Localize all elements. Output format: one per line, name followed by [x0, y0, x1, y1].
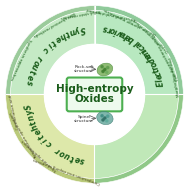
Text: t: t	[49, 37, 57, 46]
Text: h: h	[145, 53, 156, 63]
Text: Morphology control: Morphology control	[169, 57, 181, 97]
Circle shape	[107, 115, 109, 117]
Text: i: i	[45, 41, 53, 49]
Text: r: r	[151, 63, 160, 70]
Text: c: c	[147, 57, 157, 65]
Text: r: r	[106, 24, 112, 34]
Circle shape	[107, 67, 109, 69]
Text: y: y	[25, 108, 35, 115]
Text: e: e	[124, 31, 133, 42]
Text: High-entropy: High-entropy	[56, 84, 133, 94]
Text: e: e	[33, 127, 44, 136]
Text: t: t	[37, 132, 46, 140]
Text: s: s	[103, 23, 108, 33]
Text: S: S	[79, 24, 86, 33]
Text: u: u	[63, 150, 71, 161]
Text: u: u	[28, 63, 39, 71]
Text: r: r	[34, 53, 43, 62]
Text: Lithium storage mechanism: Lithium storage mechanism	[103, 7, 157, 36]
Text: e: e	[74, 154, 81, 164]
Text: t: t	[152, 67, 162, 73]
Text: s: s	[80, 156, 85, 165]
Wedge shape	[10, 94, 94, 178]
Text: a: a	[135, 40, 144, 50]
Text: o: o	[108, 25, 116, 35]
Text: Synthesis approaches: Synthesis approaches	[9, 39, 31, 81]
Text: e: e	[143, 50, 154, 60]
Text: Oxygen vacancy effect: Oxygen vacancy effect	[133, 17, 170, 53]
Wedge shape	[94, 6, 183, 94]
Text: Composition and doping of cations: Composition and doping of cations	[33, 157, 101, 185]
Circle shape	[102, 119, 104, 121]
Circle shape	[106, 71, 108, 74]
Text: Structural evolution and: Structural evolution and	[87, 7, 136, 21]
Text: t: t	[69, 153, 75, 163]
Circle shape	[101, 66, 103, 68]
Text: t: t	[29, 119, 38, 125]
FancyBboxPatch shape	[67, 77, 122, 111]
Circle shape	[44, 44, 145, 144]
Text: s: s	[24, 79, 33, 85]
Wedge shape	[6, 6, 94, 94]
Text: h: h	[58, 30, 67, 41]
Text: Solid-state reaction: Solid-state reaction	[60, 8, 100, 19]
Ellipse shape	[97, 112, 113, 125]
Text: Rock-salt: Rock-salt	[74, 65, 94, 69]
Text: e: e	[25, 74, 35, 81]
Text: r: r	[53, 146, 62, 155]
Circle shape	[101, 115, 103, 117]
Text: a: a	[118, 28, 126, 39]
Wedge shape	[94, 94, 179, 178]
Wedge shape	[6, 94, 94, 183]
Text: S: S	[24, 103, 33, 110]
Text: e: e	[154, 73, 164, 80]
Text: Spinel: Spinel	[77, 115, 91, 119]
Text: t: t	[64, 28, 70, 38]
Text: n: n	[68, 26, 76, 36]
Wedge shape	[94, 94, 183, 183]
Circle shape	[104, 68, 106, 71]
Text: h: h	[30, 122, 41, 131]
Text: e: e	[53, 33, 62, 44]
Text: Temperature optimization: Temperature optimization	[9, 111, 39, 159]
Text: c: c	[40, 44, 50, 54]
Text: l: l	[133, 38, 141, 47]
Circle shape	[106, 120, 108, 122]
Text: Oxides: Oxides	[75, 94, 114, 104]
Wedge shape	[10, 10, 94, 94]
Text: m: m	[141, 46, 153, 58]
Text: b: b	[126, 33, 136, 44]
Text: h: h	[121, 30, 130, 40]
Text: i: i	[140, 46, 149, 53]
Text: structure: structure	[74, 69, 94, 73]
Circle shape	[102, 70, 104, 73]
Wedge shape	[94, 10, 179, 94]
Text: v: v	[115, 27, 123, 37]
Text: i: i	[113, 26, 118, 36]
Text: o: o	[58, 148, 67, 158]
Text: i: i	[41, 136, 49, 144]
Text: structure: structure	[74, 119, 94, 123]
Text: n: n	[26, 113, 36, 121]
Text: c: c	[137, 42, 147, 52]
Text: o: o	[31, 58, 41, 67]
Text: t: t	[26, 69, 36, 75]
Text: c: c	[153, 70, 163, 77]
Circle shape	[104, 117, 106, 119]
Ellipse shape	[97, 63, 113, 76]
Text: E: E	[156, 80, 166, 87]
Text: Combination and: Combination and	[9, 94, 20, 129]
Text: y: y	[74, 25, 81, 35]
Text: o: o	[149, 59, 159, 68]
Text: Pseudocapacitance effect: Pseudocapacitance effect	[152, 32, 180, 81]
Text: c: c	[44, 139, 54, 149]
Text: Structure optimization: Structure optimization	[21, 139, 58, 172]
Text: Wet-chemical methods: Wet-chemical methods	[32, 11, 75, 38]
Text: l: l	[155, 78, 165, 82]
